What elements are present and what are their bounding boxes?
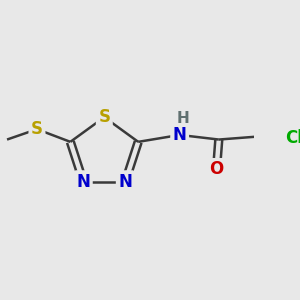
Text: H: H	[176, 111, 189, 126]
Text: N: N	[76, 173, 90, 191]
Text: O: O	[209, 160, 224, 178]
Text: S: S	[31, 120, 43, 138]
Text: Cl: Cl	[285, 129, 300, 147]
Text: N: N	[173, 126, 187, 144]
Text: S: S	[98, 108, 110, 126]
Text: N: N	[118, 173, 132, 191]
